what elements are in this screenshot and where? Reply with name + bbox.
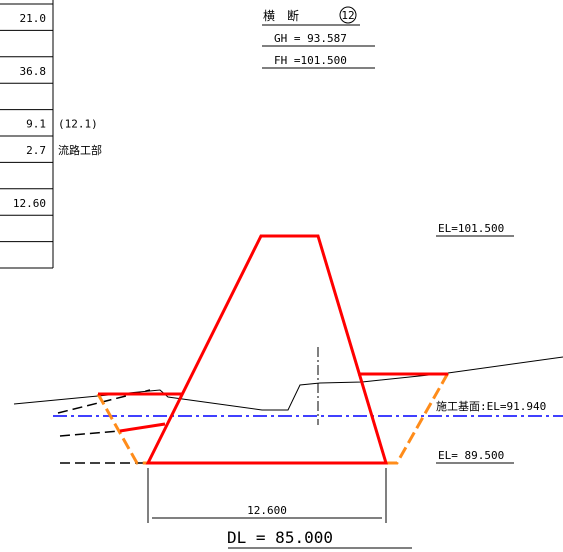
elevation-base: 施工基面:EL=91.940	[436, 400, 546, 413]
embankment-body	[98, 234, 448, 465]
section-title: 横 断	[263, 8, 299, 23]
title-block: 横 断 12 GH = 93.587 FH =101.500	[262, 6, 375, 69]
table-cell-value: 12.60	[13, 197, 46, 210]
table-values: 21.0 36.8 9.1 2.7 12.60	[13, 12, 46, 210]
data-table: 21.0 36.8 9.1 2.7 12.60 (12.1) 流路工部	[0, 0, 102, 269]
table-row-note: 流路工部	[58, 143, 102, 157]
excavation-slopes	[96, 372, 450, 465]
elevation-labels: EL=101.500 施工基面:EL=91.940 EL= 89.500	[436, 222, 546, 464]
left-berm-bottom	[119, 422, 166, 433]
elevation-bottom: EL= 89.500	[438, 449, 504, 462]
excavation-slope-right	[386, 372, 450, 465]
datum-label: DL = 85.000	[227, 528, 333, 547]
table-cell-value: 9.1	[26, 118, 46, 131]
table-notes: (12.1) 流路工部	[58, 118, 102, 157]
guide-line-middle	[59, 430, 121, 437]
table-cell-value: 36.8	[20, 65, 47, 78]
datum-block: DL = 85.000	[227, 528, 412, 549]
table-cell-value: 21.0	[20, 12, 47, 25]
table-row-lines	[0, 3, 53, 269]
gh-label: GH = 93.587	[274, 32, 347, 45]
section-number-circle	[339, 6, 357, 24]
elevation-top: EL=101.500	[438, 222, 504, 235]
fh-label: FH =101.500	[274, 54, 347, 67]
section-number: 12	[341, 9, 354, 22]
dimension-value: 12.600	[247, 504, 287, 517]
table-row-note: (12.1)	[58, 118, 98, 131]
width-dimension: 12.600	[147, 468, 387, 523]
left-guide-lines	[57, 389, 151, 464]
table-cell-value: 2.7	[26, 144, 46, 157]
excavation-slope-left	[96, 393, 148, 465]
embankment-outline	[145, 234, 389, 465]
